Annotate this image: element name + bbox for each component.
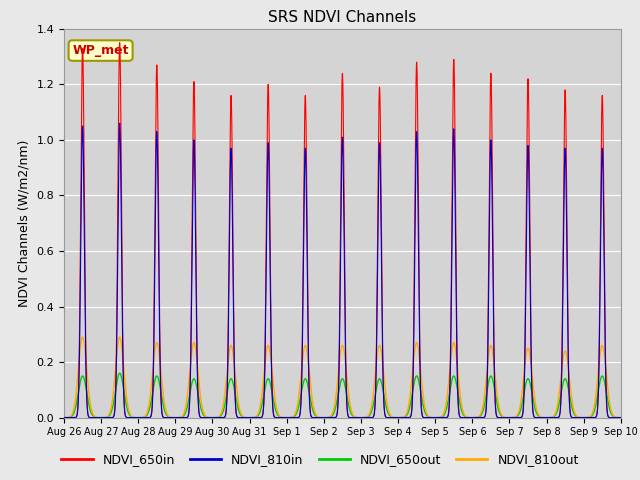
Text: WP_met: WP_met xyxy=(72,44,129,57)
Title: SRS NDVI Channels: SRS NDVI Channels xyxy=(268,10,417,25)
Y-axis label: NDVI Channels (W/m2/nm): NDVI Channels (W/m2/nm) xyxy=(18,140,31,307)
Legend: NDVI_650in, NDVI_810in, NDVI_650out, NDVI_810out: NDVI_650in, NDVI_810in, NDVI_650out, NDV… xyxy=(56,448,584,471)
